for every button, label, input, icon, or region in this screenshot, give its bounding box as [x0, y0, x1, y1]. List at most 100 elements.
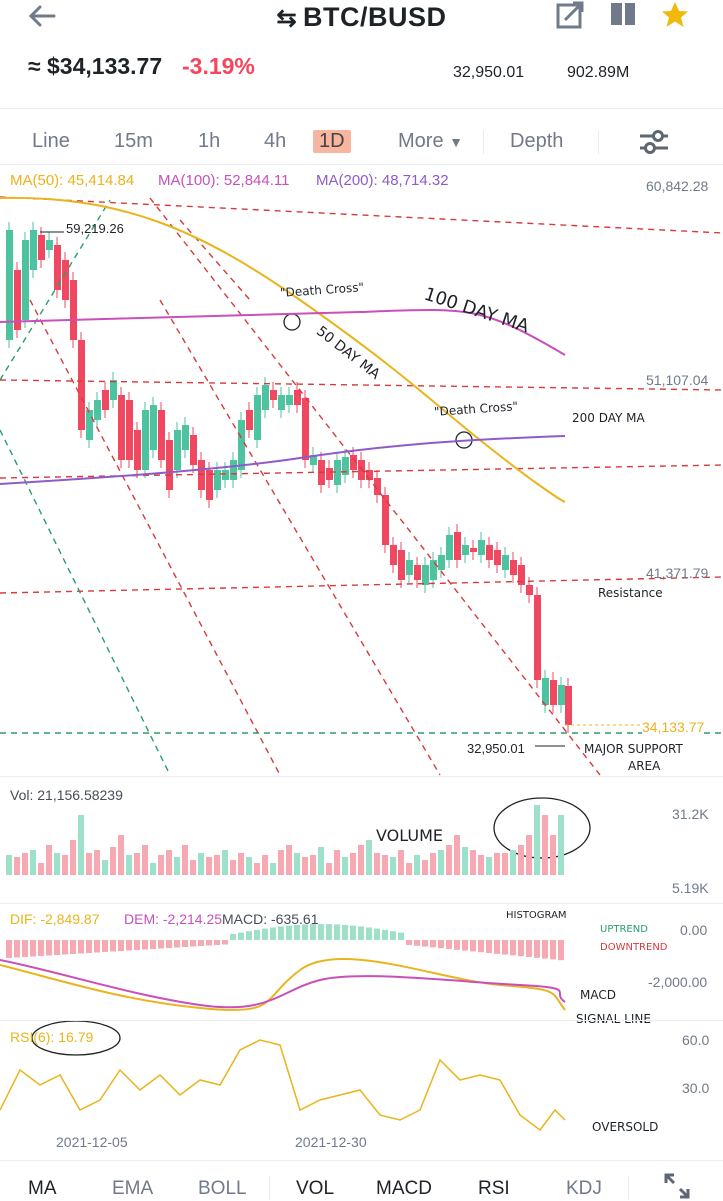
- candle-body: [158, 410, 165, 460]
- volume-bar: [246, 857, 252, 875]
- indicator-ma[interactable]: MA: [28, 1178, 57, 1199]
- signal-line-note: SIGNAL LINE: [576, 1012, 651, 1026]
- macd-histogram-bar: [406, 940, 412, 945]
- area-note: AREA: [628, 759, 661, 773]
- candlestick-chart[interactable]: [0, 0, 723, 1160]
- candle-body: [518, 565, 525, 585]
- candle-body: [334, 460, 341, 485]
- dem-line: [0, 959, 566, 1009]
- candle-body: [262, 385, 269, 410]
- macd-histogram-bar: [310, 924, 316, 940]
- expand-icon[interactable]: [662, 1171, 692, 1201]
- rsi-axis-top: 60.0: [682, 1032, 710, 1048]
- volume-bar: [174, 857, 180, 875]
- candle-body: [94, 400, 101, 420]
- price-axis-mid: 51,107.04: [646, 372, 709, 388]
- macd-histogram-bar: [542, 940, 548, 959]
- macd-histogram-bar: [262, 928, 268, 940]
- swap-icon: ⇆: [276, 5, 298, 32]
- volume-bar: [62, 855, 68, 875]
- macd-histogram-bar: [494, 940, 500, 954]
- ma100-line: [0, 308, 566, 356]
- candle-body: [14, 270, 21, 330]
- volume-bar: [414, 855, 420, 875]
- rsi-highlight-circle: [31, 1020, 121, 1056]
- candle-body: [326, 468, 333, 480]
- macd-histogram-bar: [166, 940, 172, 948]
- macd-value-label: MACD: -635.61: [222, 911, 319, 927]
- arrow-left-icon[interactable]: [26, 4, 58, 28]
- split-screen-icon[interactable]: [608, 0, 638, 30]
- indicator-macd[interactable]: MACD: [376, 1178, 432, 1199]
- indicator-rsi[interactable]: RSI: [478, 1178, 510, 1199]
- volume-bar: [238, 853, 244, 875]
- sliders-icon[interactable]: [638, 128, 670, 156]
- macd-histogram-bar: [30, 940, 36, 957]
- volume-bar: [454, 835, 460, 875]
- candle-body: [126, 400, 133, 460]
- indicator-separator: [628, 1176, 629, 1200]
- current-price-tag: 34,133.77: [642, 719, 705, 735]
- indicator-separator: [269, 1176, 270, 1200]
- macd-histogram-bar: [190, 940, 196, 947]
- macd-histogram: [6, 924, 564, 961]
- tab-15m[interactable]: 15m: [114, 130, 153, 152]
- volume-bar: [438, 850, 444, 875]
- volume-bar: [166, 850, 172, 875]
- candle-body: [534, 595, 541, 680]
- volume-24h: 902.89M: [567, 64, 630, 81]
- candle-body: [565, 686, 572, 725]
- volume-bar: [262, 855, 268, 875]
- macd-histogram-bar: [126, 940, 132, 951]
- volume-bar: [206, 857, 212, 875]
- volume-bar: [510, 850, 516, 875]
- macd-histogram-bar: [134, 940, 140, 950]
- trend-line-green: [0, 199, 111, 381]
- macd-histogram-bar: [390, 931, 396, 940]
- candle-body: [214, 470, 221, 490]
- volume-bar: [302, 857, 308, 875]
- indicator-kdj[interactable]: KDJ: [566, 1178, 602, 1199]
- tab-more[interactable]: More ▼: [398, 130, 463, 152]
- macd-histogram-bar: [318, 924, 324, 940]
- divider: [0, 108, 723, 109]
- candle-body: [102, 390, 109, 410]
- macd-histogram-bar: [22, 940, 28, 957]
- volume-bar: [406, 863, 412, 875]
- trend-line: [179, 219, 251, 301]
- page-title[interactable]: ⇆ BTC/BUSD: [276, 2, 447, 32]
- volume-bar: [470, 850, 476, 875]
- volume-axis-min: 5.19K: [672, 880, 709, 896]
- tab-line[interactable]: Line: [32, 130, 70, 152]
- volume-bar: [142, 845, 148, 875]
- last-price: ≈ $34,133.77: [28, 53, 163, 79]
- tab-1h[interactable]: 1h: [198, 130, 221, 152]
- macd-axis-top: 0.00: [680, 922, 708, 938]
- macd-histogram-bar: [38, 940, 44, 956]
- candle-body: [542, 678, 549, 705]
- indicator-boll[interactable]: BOLL: [198, 1178, 247, 1199]
- candle-body: [454, 532, 461, 560]
- candle-body: [206, 470, 213, 500]
- macd-histogram-bar: [214, 940, 220, 945]
- indicator-lines: [0, 196, 566, 1132]
- tab-separator: [598, 130, 599, 154]
- macd-histogram-bar: [198, 940, 204, 946]
- macd-histogram-bar: [486, 940, 492, 953]
- candle-body: [182, 425, 189, 450]
- tab-4h[interactable]: 4h: [264, 130, 287, 152]
- candle-body: [30, 230, 37, 270]
- star-icon[interactable]: [660, 0, 690, 30]
- candle-body: [374, 478, 381, 495]
- ma100-label: MA(100): 52,844.11: [158, 172, 290, 189]
- candle-body: [54, 245, 61, 290]
- volume-bar: [374, 853, 380, 875]
- share-icon[interactable]: [555, 0, 585, 30]
- divider: [0, 1020, 723, 1021]
- indicator-vol[interactable]: VOL: [296, 1178, 335, 1199]
- tab-depth[interactable]: Depth: [510, 130, 564, 152]
- candle-body: [270, 390, 277, 400]
- tab-1d[interactable]: 1D: [313, 130, 351, 153]
- indicator-ema[interactable]: EMA: [112, 1178, 154, 1199]
- volume-bar: [110, 847, 116, 875]
